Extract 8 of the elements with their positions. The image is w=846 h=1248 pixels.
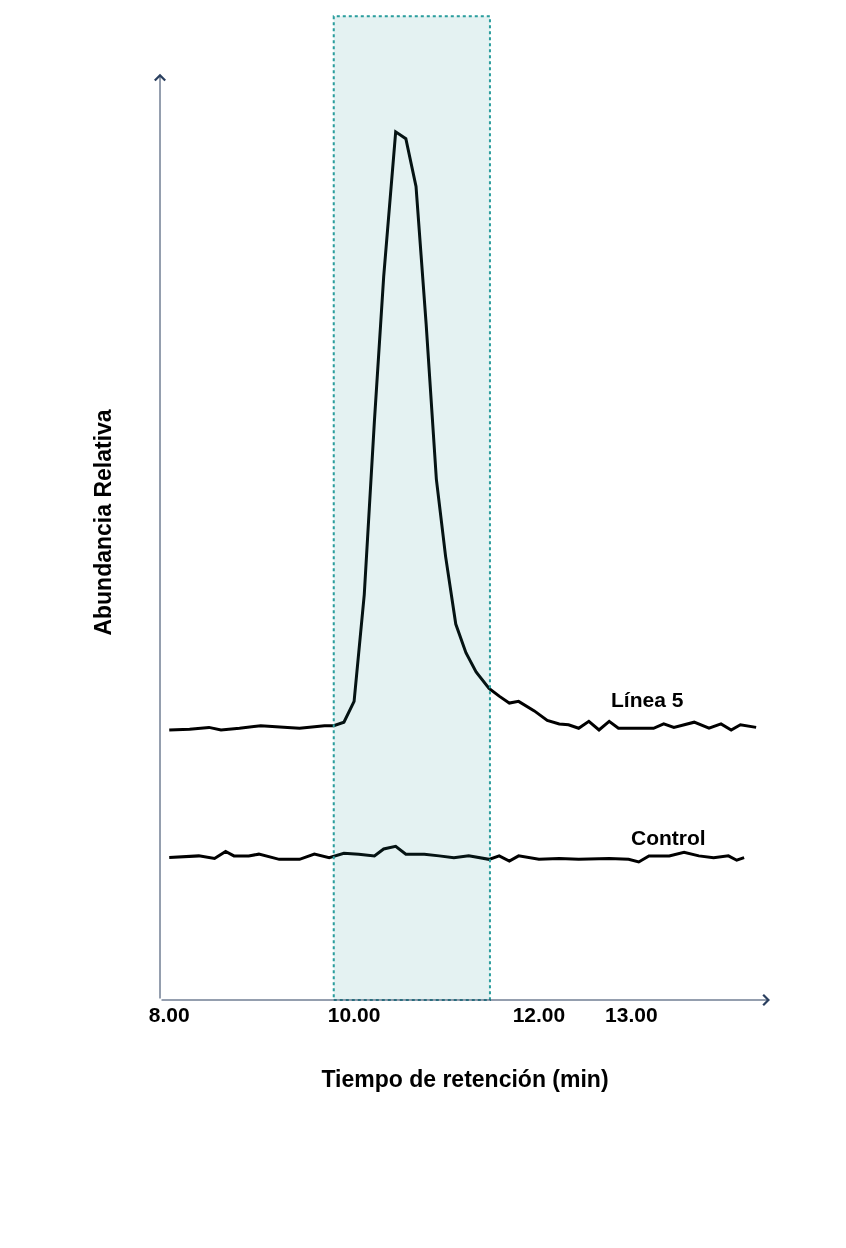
x-tick-label: 10.00 [327, 1003, 381, 1026]
y-axis-title: Abundancia Relativa [90, 409, 117, 636]
series-label: Línea 5 [611, 688, 684, 711]
x-tick-label: 12.00 [512, 1003, 566, 1026]
series-label: Control [631, 826, 706, 849]
x-tick-label: 8.00 [148, 1003, 190, 1026]
x-tick-label: 13.00 [605, 1003, 658, 1026]
x-axis-title: Tiempo de retención (min) [321, 1065, 609, 1092]
